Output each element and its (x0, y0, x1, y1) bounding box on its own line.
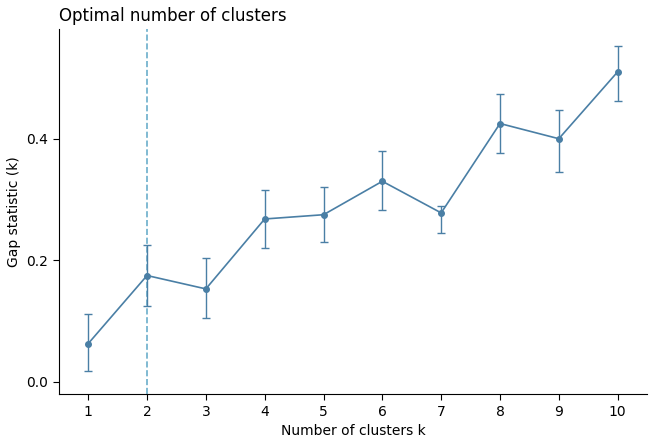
Y-axis label: Gap statistic (k): Gap statistic (k) (7, 156, 21, 267)
Text: Optimal number of clusters: Optimal number of clusters (59, 7, 286, 25)
X-axis label: Number of clusters k: Number of clusters k (281, 424, 425, 438)
